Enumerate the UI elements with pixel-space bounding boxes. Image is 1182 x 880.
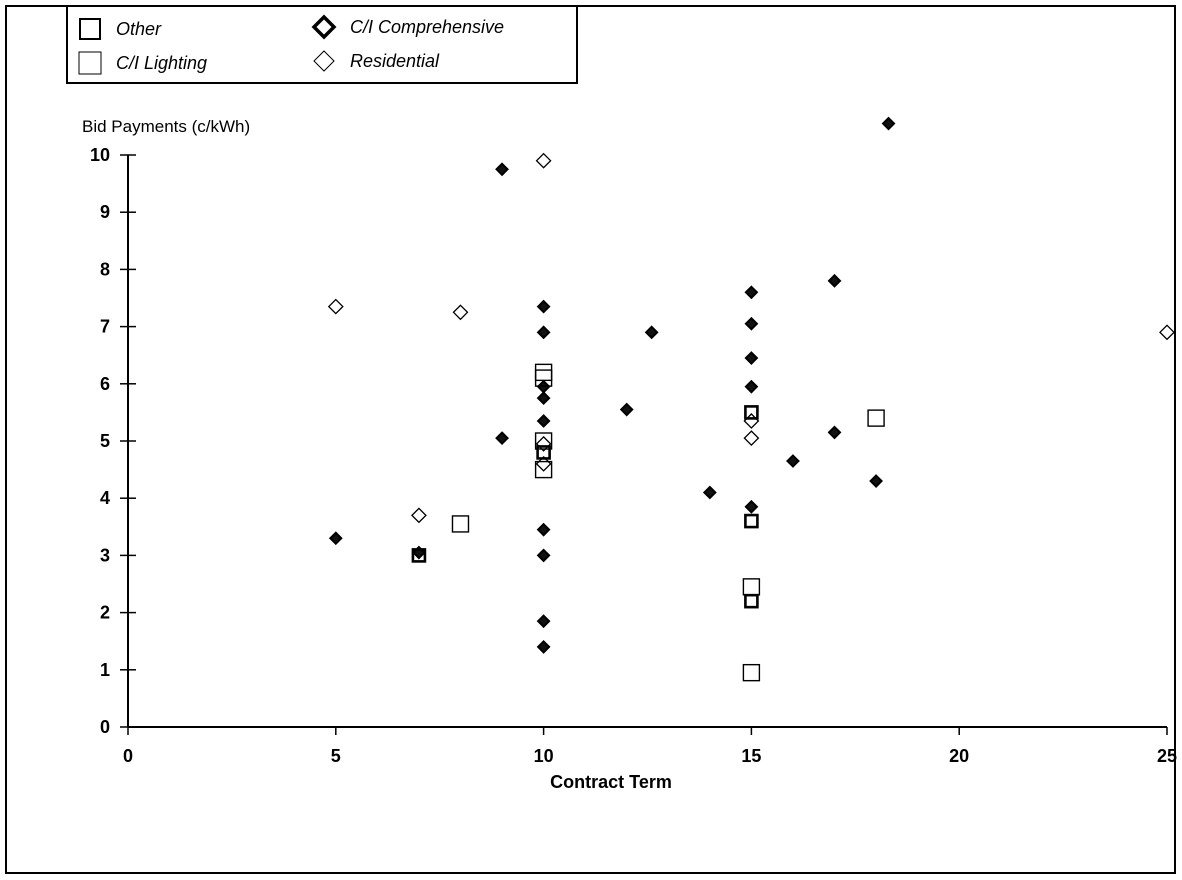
chart-frame [5,5,1176,874]
point-c-i-comprehensive [536,299,551,314]
y-tick-label: 2 [100,603,110,623]
point-c-i-lighting [742,578,761,596]
y-tick-label: 6 [100,374,110,394]
point-other [744,513,759,529]
point-residential [327,298,344,315]
x-tick-label: 15 [741,746,761,766]
point-c-i-comprehensive [644,325,659,340]
point-c-i-comprehensive [744,351,759,365]
data-points [327,116,1175,682]
axes: 0 5 10 15 20 25 0 1 2 3 4 5 6 7 8 9 10 [90,145,1177,766]
y-tick-label: 9 [100,202,110,222]
point-c-i-lighting [534,369,553,387]
y-tick-label: 7 [100,317,110,337]
x-tick-label: 25 [1157,746,1177,766]
y-tick-label: 3 [100,545,110,565]
point-c-i-comprehensive [827,425,842,440]
point-c-i-comprehensive [536,640,551,654]
point-other [536,445,551,460]
point-c-i-comprehensive [744,379,759,394]
x-axis-title: Contract Term [550,772,672,792]
legend-item-ci-comprehensive: C/I Comprehensive [310,13,504,41]
point-c-i-comprehensive [744,285,759,300]
point-c-i-comprehensive [536,548,551,563]
point-c-i-comprehensive [786,454,800,468]
legend-label-ci-lighting: C/I Lighting [116,52,208,73]
point-c-i-comprehensive [744,316,759,331]
open-diamond-marker-icon [310,47,338,75]
point-c-i-comprehensive [881,116,896,131]
point-residential [743,430,760,447]
x-tick-label: 20 [949,746,969,766]
point-residential [452,304,469,321]
point-c-i-comprehensive [744,499,759,514]
legend-label-other: Other [116,18,162,39]
legend-label-residential: Residential [350,50,440,71]
point-c-i-lighting [742,663,761,682]
point-c-i-comprehensive [536,325,551,340]
legend-item-residential: Residential [310,47,439,75]
legend-item-other: Other [76,15,161,43]
y-tick-label: 8 [100,259,110,279]
y-tick-label: 1 [100,660,110,680]
point-other [744,405,759,420]
point-c-i-comprehensive [536,614,551,629]
legend-item-ci-lighting: C/I Lighting [76,49,207,77]
point-c-i-comprehensive [536,414,551,428]
open-square-marker-icon [76,15,104,43]
x-tick-label: 10 [534,746,554,766]
point-c-i-comprehensive [619,402,634,417]
point-c-i-comprehensive [328,531,343,546]
point-residential [535,152,552,169]
point-c-i-comprehensive [702,485,717,500]
point-c-i-comprehensive [536,391,551,406]
point-c-i-lighting [867,409,885,427]
y-tick-label: 4 [100,488,110,508]
point-c-i-lighting [534,363,553,382]
point-residential [535,435,552,452]
point-other [744,593,759,609]
point-c-i-comprehensive [495,162,509,177]
x-tick-label: 5 [331,746,341,766]
point-c-i-lighting [534,432,553,450]
point-c-i-comprehensive [536,522,551,537]
point-residential [411,507,427,524]
point-c-i-comprehensive [869,474,883,488]
y-axis-title: Bid Payments (c/kWh) [82,117,250,136]
y-tick-label: 0 [100,717,110,737]
point-residential [1159,324,1175,341]
point-c-i-comprehensive [827,273,842,288]
point-c-i-comprehensive [495,431,509,446]
point-c-i-lighting [451,515,470,533]
bold-diamond-marker-icon [310,13,338,41]
legend-label-ci-comprehensive: C/I Comprehensive [350,16,505,37]
y-tick-label: 10 [90,145,110,165]
legend: Other C/I Comprehensive C/I Lighting Res… [66,5,578,84]
y-tick-label: 5 [100,431,110,451]
open-square-marker-icon [76,49,104,77]
point-c-i-lighting [534,460,553,479]
point-other [411,548,427,563]
x-tick-label: 0 [123,746,133,766]
